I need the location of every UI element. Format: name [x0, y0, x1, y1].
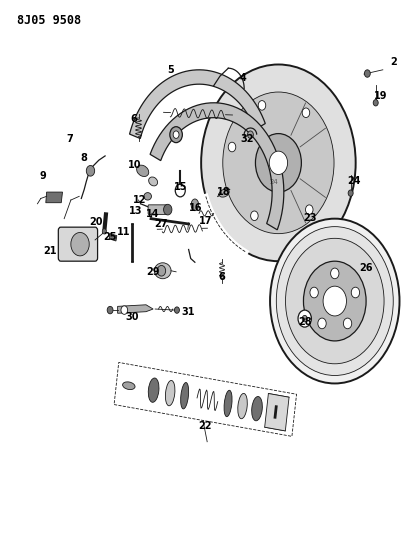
Ellipse shape	[166, 381, 175, 406]
Text: 23: 23	[303, 213, 316, 223]
Polygon shape	[150, 103, 284, 230]
Circle shape	[310, 287, 318, 298]
Circle shape	[373, 100, 378, 106]
Circle shape	[251, 211, 258, 221]
Circle shape	[331, 268, 339, 279]
Circle shape	[285, 238, 384, 364]
Ellipse shape	[224, 390, 232, 417]
Circle shape	[323, 286, 347, 316]
Text: 31: 31	[182, 306, 195, 317]
FancyBboxPatch shape	[148, 205, 167, 214]
Text: 14: 14	[146, 209, 160, 220]
Text: 4: 4	[240, 73, 246, 83]
Text: 2: 2	[390, 58, 397, 67]
Circle shape	[344, 318, 352, 329]
Circle shape	[302, 108, 310, 118]
Circle shape	[163, 204, 172, 215]
Ellipse shape	[191, 199, 199, 211]
Circle shape	[121, 306, 128, 314]
Text: 17: 17	[199, 216, 212, 227]
Text: 8J05 9508: 8J05 9508	[18, 14, 82, 27]
Circle shape	[270, 219, 399, 383]
Circle shape	[107, 306, 113, 314]
Text: 20: 20	[89, 217, 103, 228]
Text: 24: 24	[270, 179, 279, 185]
Text: 27: 27	[155, 219, 168, 229]
Text: 6: 6	[219, 272, 225, 282]
Text: 8: 8	[81, 152, 88, 163]
Circle shape	[86, 165, 95, 176]
Text: 32: 32	[241, 134, 254, 144]
Circle shape	[228, 142, 236, 152]
Text: 16: 16	[189, 203, 202, 213]
Text: 28: 28	[299, 317, 312, 327]
Text: 12: 12	[133, 195, 147, 205]
Ellipse shape	[252, 397, 262, 421]
Polygon shape	[46, 192, 62, 203]
Circle shape	[102, 229, 106, 234]
Text: 26: 26	[360, 263, 373, 272]
Polygon shape	[129, 70, 265, 139]
Ellipse shape	[238, 393, 247, 419]
Circle shape	[269, 151, 287, 174]
Text: 22: 22	[199, 421, 212, 431]
Circle shape	[170, 127, 182, 143]
Circle shape	[223, 92, 334, 233]
Text: 5: 5	[168, 65, 174, 75]
Text: 18: 18	[217, 187, 230, 197]
Ellipse shape	[149, 177, 158, 186]
Text: 9: 9	[39, 171, 46, 181]
Text: 19: 19	[374, 91, 388, 101]
Text: 6: 6	[130, 114, 137, 124]
Circle shape	[174, 307, 179, 313]
Circle shape	[276, 227, 393, 375]
Ellipse shape	[219, 189, 229, 197]
Circle shape	[175, 184, 185, 197]
Circle shape	[173, 131, 179, 139]
Polygon shape	[114, 362, 297, 437]
Circle shape	[256, 134, 301, 192]
Text: 21: 21	[43, 246, 57, 255]
Polygon shape	[118, 305, 153, 313]
Circle shape	[318, 318, 326, 329]
Text: 10: 10	[127, 160, 141, 171]
Text: 25: 25	[103, 232, 117, 243]
Circle shape	[305, 205, 313, 214]
Circle shape	[248, 131, 253, 139]
Polygon shape	[265, 393, 289, 431]
Circle shape	[298, 310, 311, 327]
Text: 15: 15	[173, 182, 187, 192]
Text: 24: 24	[347, 176, 360, 187]
Circle shape	[365, 70, 370, 77]
Ellipse shape	[137, 165, 149, 176]
Ellipse shape	[154, 263, 171, 279]
Text: 7: 7	[66, 134, 73, 144]
Text: 11: 11	[117, 227, 131, 237]
Ellipse shape	[144, 192, 151, 200]
Circle shape	[351, 287, 360, 298]
Circle shape	[303, 261, 366, 341]
Polygon shape	[109, 233, 117, 241]
Circle shape	[348, 190, 353, 196]
Circle shape	[201, 64, 356, 261]
Ellipse shape	[123, 382, 135, 390]
Circle shape	[258, 101, 266, 110]
Text: 30: 30	[126, 312, 139, 322]
FancyBboxPatch shape	[58, 227, 98, 261]
Text: 29: 29	[146, 267, 160, 277]
Circle shape	[302, 316, 307, 322]
Circle shape	[157, 265, 166, 276]
Ellipse shape	[181, 383, 189, 409]
Circle shape	[71, 232, 89, 256]
Text: 13: 13	[129, 206, 142, 216]
Ellipse shape	[148, 378, 159, 402]
